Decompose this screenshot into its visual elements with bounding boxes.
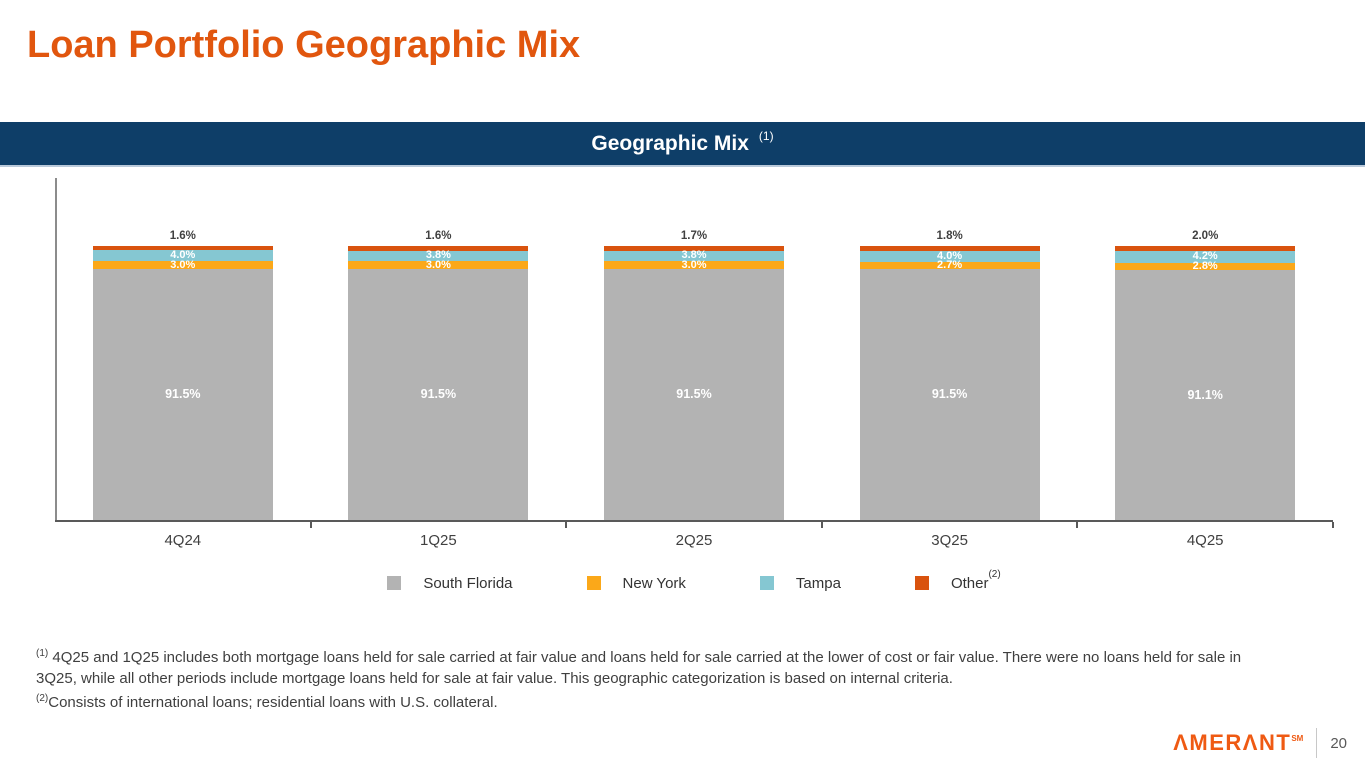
footnote-1-text: 4Q25 and 1Q25 includes both mortgage loa…: [36, 649, 1242, 687]
segment-tampa: 3.8%: [604, 249, 784, 262]
value-label: 4.0%: [170, 249, 196, 262]
x-axis-label-4Q25: 4Q25: [1186, 532, 1224, 549]
value-label: 2.7%: [937, 259, 963, 272]
legend-item-new-york: New York: [586, 574, 686, 592]
legend-swatch: [759, 576, 774, 590]
footnote-2-ref: (2): [36, 693, 49, 704]
value-label: 4.0%: [937, 249, 963, 262]
segment-tampa: 4.0%: [92, 249, 273, 262]
segment-tampa: 4.2%: [1115, 250, 1296, 263]
segment-new-york: 3.0%: [348, 258, 529, 271]
legend-swatch: [586, 576, 601, 590]
amerant-logo: ΛMERΛNTSM: [1173, 730, 1304, 755]
segment-new-york: 2.7%: [859, 259, 1040, 272]
section-banner: Geographic Mix (1): [0, 122, 1365, 167]
value-label: 3.8%: [425, 249, 451, 262]
segment-other: [1115, 245, 1296, 252]
value-label: 2.8%: [1192, 260, 1218, 273]
segment-south-florida: 91.5%: [859, 269, 1040, 520]
value-label: 91.5%: [420, 387, 457, 402]
x-axis-label-2Q25: 2Q25: [675, 532, 713, 549]
segment-tampa: 3.8%: [348, 249, 529, 262]
legend-label: South Florida: [423, 574, 513, 592]
legend-footnote-ref: (2): [988, 569, 1001, 580]
segment-other: [859, 246, 1040, 251]
value-label: 91.5%: [931, 387, 968, 402]
axis-tick: [565, 522, 568, 528]
bar-2Q25: 91.5% 3.0% 3.8%: [604, 246, 784, 520]
value-label: 91.5%: [165, 387, 201, 402]
footnote-2-text: Consists of international loans; residen…: [48, 694, 498, 711]
segment-new-york: 3.0%: [604, 258, 784, 271]
footnote-2: (2)Consists of international loans; resi…: [36, 689, 1276, 714]
segment-south-florida: 91.5%: [92, 269, 273, 520]
y-axis: [55, 178, 57, 521]
x-axis: [55, 520, 1333, 522]
x-axis-label-1Q25: 1Q25: [420, 532, 457, 549]
x-axis-label-4Q24: 4Q24: [164, 532, 202, 549]
segment-tampa: 4.0%: [859, 249, 1040, 262]
bar-3Q25: 91.5% 2.7% 4.0%: [859, 246, 1040, 520]
value-label: 3.8%: [681, 249, 707, 262]
segment-south-florida: 91.1%: [1115, 270, 1296, 520]
segment-south-florida: 91.5%: [348, 269, 529, 520]
axis-tick: [1332, 522, 1334, 528]
legend-item-tampa: Tampa: [759, 574, 841, 592]
segment-new-york: 3.0%: [92, 258, 273, 271]
value-label: 91.1%: [1187, 387, 1223, 402]
chart-legend: South Florida New York Tampa Other(2): [55, 569, 1333, 592]
bar-4Q25: 91.1% 2.8% 4.2%: [1115, 245, 1296, 520]
value-label: 4.2%: [1192, 250, 1218, 263]
legend-swatch: [387, 576, 402, 590]
stacked-bar-chart: 1.6% 91.5% 3.0% 4.0% 4Q24 1.6% 91.5% 3.0% 3.8% 1Q…: [55, 178, 1334, 549]
banner-title: Geographic Mix: [591, 131, 749, 155]
bar-4Q24: 91.5% 3.0% 4.0%: [92, 245, 273, 520]
segment-other: [92, 245, 273, 251]
footnote-1-ref: (1): [36, 648, 49, 659]
value-label-above: 1.6%: [169, 229, 196, 242]
segment-new-york: 2.8%: [1115, 260, 1296, 273]
legend-item-other: Other(2): [914, 569, 1001, 592]
legend-label: Other(2): [950, 569, 1001, 592]
value-label: 3.0%: [425, 258, 451, 271]
value-label: 3.0%: [681, 258, 707, 271]
page-number: 20: [1330, 734, 1347, 752]
legend-label: Tampa: [795, 574, 841, 592]
page-title: Loan Portfolio Geographic Mix: [27, 24, 581, 66]
legend-item-south-florida: South Florida: [387, 574, 513, 592]
axis-tick: [309, 522, 312, 528]
footnotes: (1) 4Q25 and 1Q25 includes both mortgage…: [36, 644, 1276, 714]
segment-other: [604, 246, 784, 251]
banner-footnote-ref: (1): [758, 128, 774, 143]
footer: ΛMERΛNTSM 20: [1173, 726, 1347, 760]
value-label-above: 1.8%: [936, 230, 963, 242]
footnote-1: (1) 4Q25 and 1Q25 includes both mortgage…: [36, 644, 1276, 689]
value-label-above: 1.7%: [680, 230, 708, 242]
segment-other: [348, 246, 529, 251]
segment-south-florida: 91.5%: [604, 269, 784, 520]
x-axis-label-3Q25: 3Q25: [931, 532, 968, 549]
value-label: 91.5%: [676, 387, 712, 402]
value-label-above: 2.0%: [1192, 229, 1219, 242]
footer-divider: [1316, 728, 1318, 758]
logo-servicemark: SM: [1291, 734, 1304, 743]
bar-1Q25: 91.5% 3.0% 3.8%: [348, 246, 529, 520]
value-label: 3.0%: [170, 258, 196, 271]
axis-tick: [820, 522, 823, 528]
legend-swatch: [914, 576, 929, 590]
axis-tick: [1076, 522, 1079, 528]
value-label-above: 1.6%: [425, 230, 452, 243]
legend-label: New York: [622, 574, 686, 592]
